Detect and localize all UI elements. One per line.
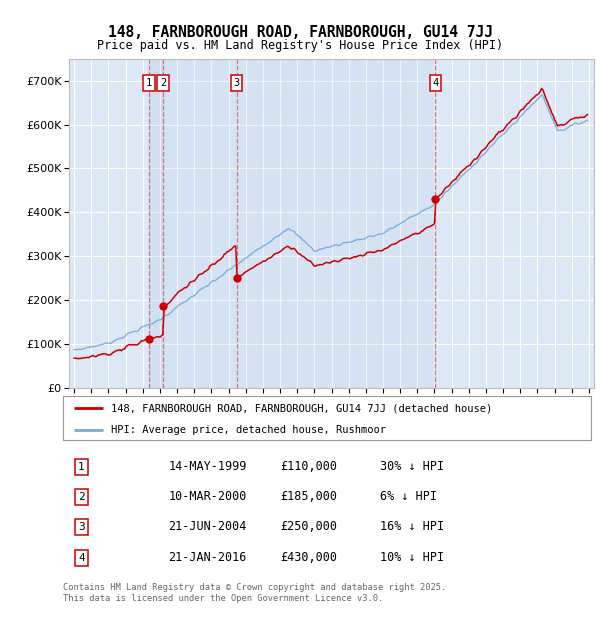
Text: £250,000: £250,000	[281, 520, 338, 533]
Text: 3: 3	[78, 521, 85, 531]
Text: 1: 1	[78, 462, 85, 472]
Text: 4: 4	[432, 78, 439, 88]
Text: 14-MAY-1999: 14-MAY-1999	[169, 460, 247, 473]
Text: 10-MAR-2000: 10-MAR-2000	[169, 490, 247, 503]
Bar	[149, 59, 163, 388]
Text: 4: 4	[78, 553, 85, 563]
Text: £430,000: £430,000	[281, 551, 338, 564]
Text: 6% ↓ HPI: 6% ↓ HPI	[380, 490, 437, 503]
Text: Contains HM Land Registry data © Crown copyright and database right 2025.: Contains HM Land Registry data © Crown c…	[63, 583, 446, 592]
Text: 1: 1	[146, 78, 152, 88]
Text: 2: 2	[78, 492, 85, 502]
Text: Price paid vs. HM Land Registry's House Price Index (HPI): Price paid vs. HM Land Registry's House …	[97, 39, 503, 52]
Text: 148, FARNBOROUGH ROAD, FARNBOROUGH, GU14 7JJ: 148, FARNBOROUGH ROAD, FARNBOROUGH, GU14…	[107, 25, 493, 40]
Text: £110,000: £110,000	[281, 460, 338, 473]
Text: 16% ↓ HPI: 16% ↓ HPI	[380, 520, 444, 533]
Text: 3: 3	[233, 78, 240, 88]
Bar	[163, 59, 435, 388]
Text: 148, FARNBOROUGH ROAD, FARNBOROUGH, GU14 7JJ (detached house): 148, FARNBOROUGH ROAD, FARNBOROUGH, GU14…	[110, 403, 492, 413]
Text: 10% ↓ HPI: 10% ↓ HPI	[380, 551, 444, 564]
Text: 2: 2	[160, 78, 166, 88]
Text: £185,000: £185,000	[281, 490, 338, 503]
Text: 21-JAN-2016: 21-JAN-2016	[169, 551, 247, 564]
Text: 21-JUN-2004: 21-JUN-2004	[169, 520, 247, 533]
Text: HPI: Average price, detached house, Rushmoor: HPI: Average price, detached house, Rush…	[110, 425, 386, 435]
Text: 30% ↓ HPI: 30% ↓ HPI	[380, 460, 444, 473]
Text: This data is licensed under the Open Government Licence v3.0.: This data is licensed under the Open Gov…	[63, 594, 383, 603]
